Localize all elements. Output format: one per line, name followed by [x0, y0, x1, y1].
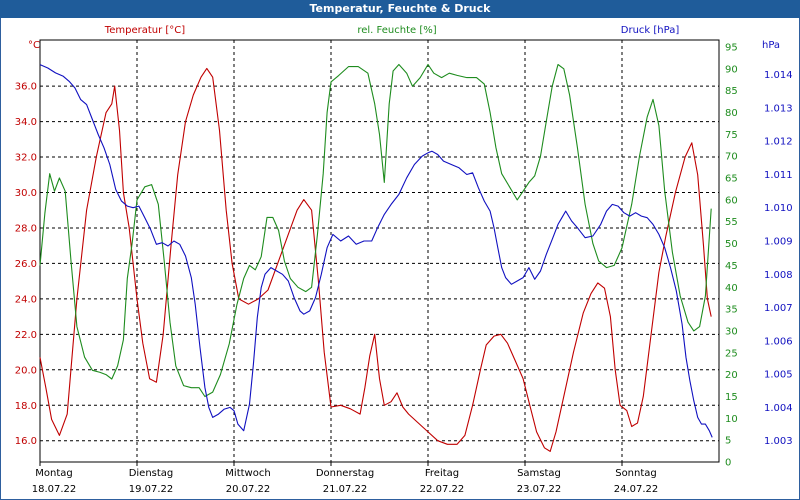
date-label: 24.07.22 — [614, 484, 659, 495]
pressure-tick-label: 1.014 — [764, 70, 793, 81]
humidity-tick-label: 15 — [725, 392, 738, 403]
humidity-tick-label: 45 — [725, 261, 738, 272]
temperature-axis: 16.0 18.0 20.0 22.0 24.0 26.0 28.0 30.0 32.0 34.0… — [15, 82, 37, 448]
pressure-tick-label: 1.004 — [764, 403, 793, 414]
pressure-tick-label: 1.006 — [764, 336, 793, 347]
humidity-legend: rel. Feuchte [%] — [357, 25, 436, 36]
temperature-tick-label: 20.0 — [15, 365, 37, 376]
temperature-series-line — [39, 67, 712, 452]
window-title: Temperatur, Feuchte & Druck — [0, 0, 800, 18]
pressure-tick-label: 1.003 — [764, 436, 793, 447]
day-label: Dienstag — [129, 468, 174, 479]
humidity-tick-label: 40 — [725, 283, 738, 294]
pressure-tick-label: 1.010 — [764, 203, 793, 214]
grid — [40, 40, 719, 462]
humidity-tick-label: 50 — [725, 239, 738, 250]
pressure-unit: hPa — [762, 40, 780, 51]
humidity-tick-label: 60 — [725, 195, 738, 206]
humidity-tick-label: 20 — [725, 370, 738, 381]
date-label: 20.07.22 — [226, 484, 271, 495]
temperature-legend: Temperatur [°C] — [104, 25, 185, 36]
pressure-tick-label: 1.008 — [764, 270, 793, 281]
temperature-tick-label: 28.0 — [15, 223, 37, 234]
date-label: 18.07.22 — [32, 484, 77, 495]
humidity-tick-label: 85 — [725, 86, 738, 97]
temperature-unit: °C — [28, 40, 40, 51]
humidity-tick-label: 10 — [725, 414, 738, 425]
humidity-tick-label: 25 — [725, 348, 738, 359]
plot-frame — [39, 39, 720, 463]
pressure-tick-label: 1.007 — [764, 303, 793, 314]
humidity-tick-label: 35 — [725, 305, 738, 316]
temperature-tick-label: 26.0 — [15, 259, 37, 270]
temperature-tick-label: 34.0 — [15, 117, 37, 128]
humidity-tick-label: 65 — [725, 174, 738, 185]
pressure-tick-label: 1.012 — [764, 137, 793, 148]
date-label: 22.07.22 — [420, 484, 465, 495]
date-label: 23.07.22 — [517, 484, 562, 495]
day-label: Samstag — [517, 468, 561, 479]
temperature-tick-label: 16.0 — [15, 436, 37, 447]
temperature-tick-label: 22.0 — [15, 330, 37, 341]
temperature-tick-label: 18.0 — [15, 401, 37, 412]
pressure-legend: Druck [hPa] — [621, 25, 680, 36]
temperature-tick-label: 32.0 — [15, 153, 37, 164]
humidity-axis: 0 5 10 15 20 25 30 35 40 45 50 55 60 65 70 75 80 85 90 95 — [725, 42, 738, 468]
pressure-tick-label: 1.009 — [764, 237, 793, 248]
temperature-tick-label: 30.0 — [15, 188, 37, 199]
day-label: Freitag — [425, 468, 459, 479]
humidity-tick-label: 75 — [725, 130, 738, 141]
series-lines — [39, 63, 713, 452]
day-label: Donnerstag — [316, 468, 374, 479]
humidity-tick-label: 0 — [725, 458, 731, 469]
humidity-tick-label: 90 — [725, 64, 738, 75]
pressure-tick-label: 1.005 — [764, 370, 793, 381]
day-label: Sonntag — [615, 468, 657, 479]
humidity-tick-label: 80 — [725, 108, 738, 119]
humidity-tick-label: 55 — [725, 217, 738, 228]
humidity-tick-label: 5 — [725, 436, 731, 447]
date-label: 19.07.22 — [129, 484, 174, 495]
pressure-axis: 1.003 1.004 1.005 1.006 1.007 1.008 1.009 1.010… — [764, 70, 793, 447]
pressure-tick-label: 1.013 — [764, 103, 793, 114]
humidity-series-line — [39, 63, 712, 398]
pressure-tick-label: 1.011 — [764, 170, 793, 181]
date-label: 21.07.22 — [323, 484, 368, 495]
humidity-tick-label: 30 — [725, 326, 738, 337]
temperature-tick-label: 36.0 — [15, 82, 37, 93]
temperature-tick-label: 24.0 — [15, 294, 37, 305]
x-axis: Montag 18.07.22 Dienstag 19.07.22 Mittwoch 20… — [32, 462, 659, 495]
day-label: Montag — [35, 468, 72, 479]
day-label: Mittwoch — [225, 468, 270, 479]
pressure-series-line — [39, 64, 713, 438]
humidity-tick-label: 70 — [725, 152, 738, 163]
humidity-tick-label: 95 — [725, 42, 738, 53]
